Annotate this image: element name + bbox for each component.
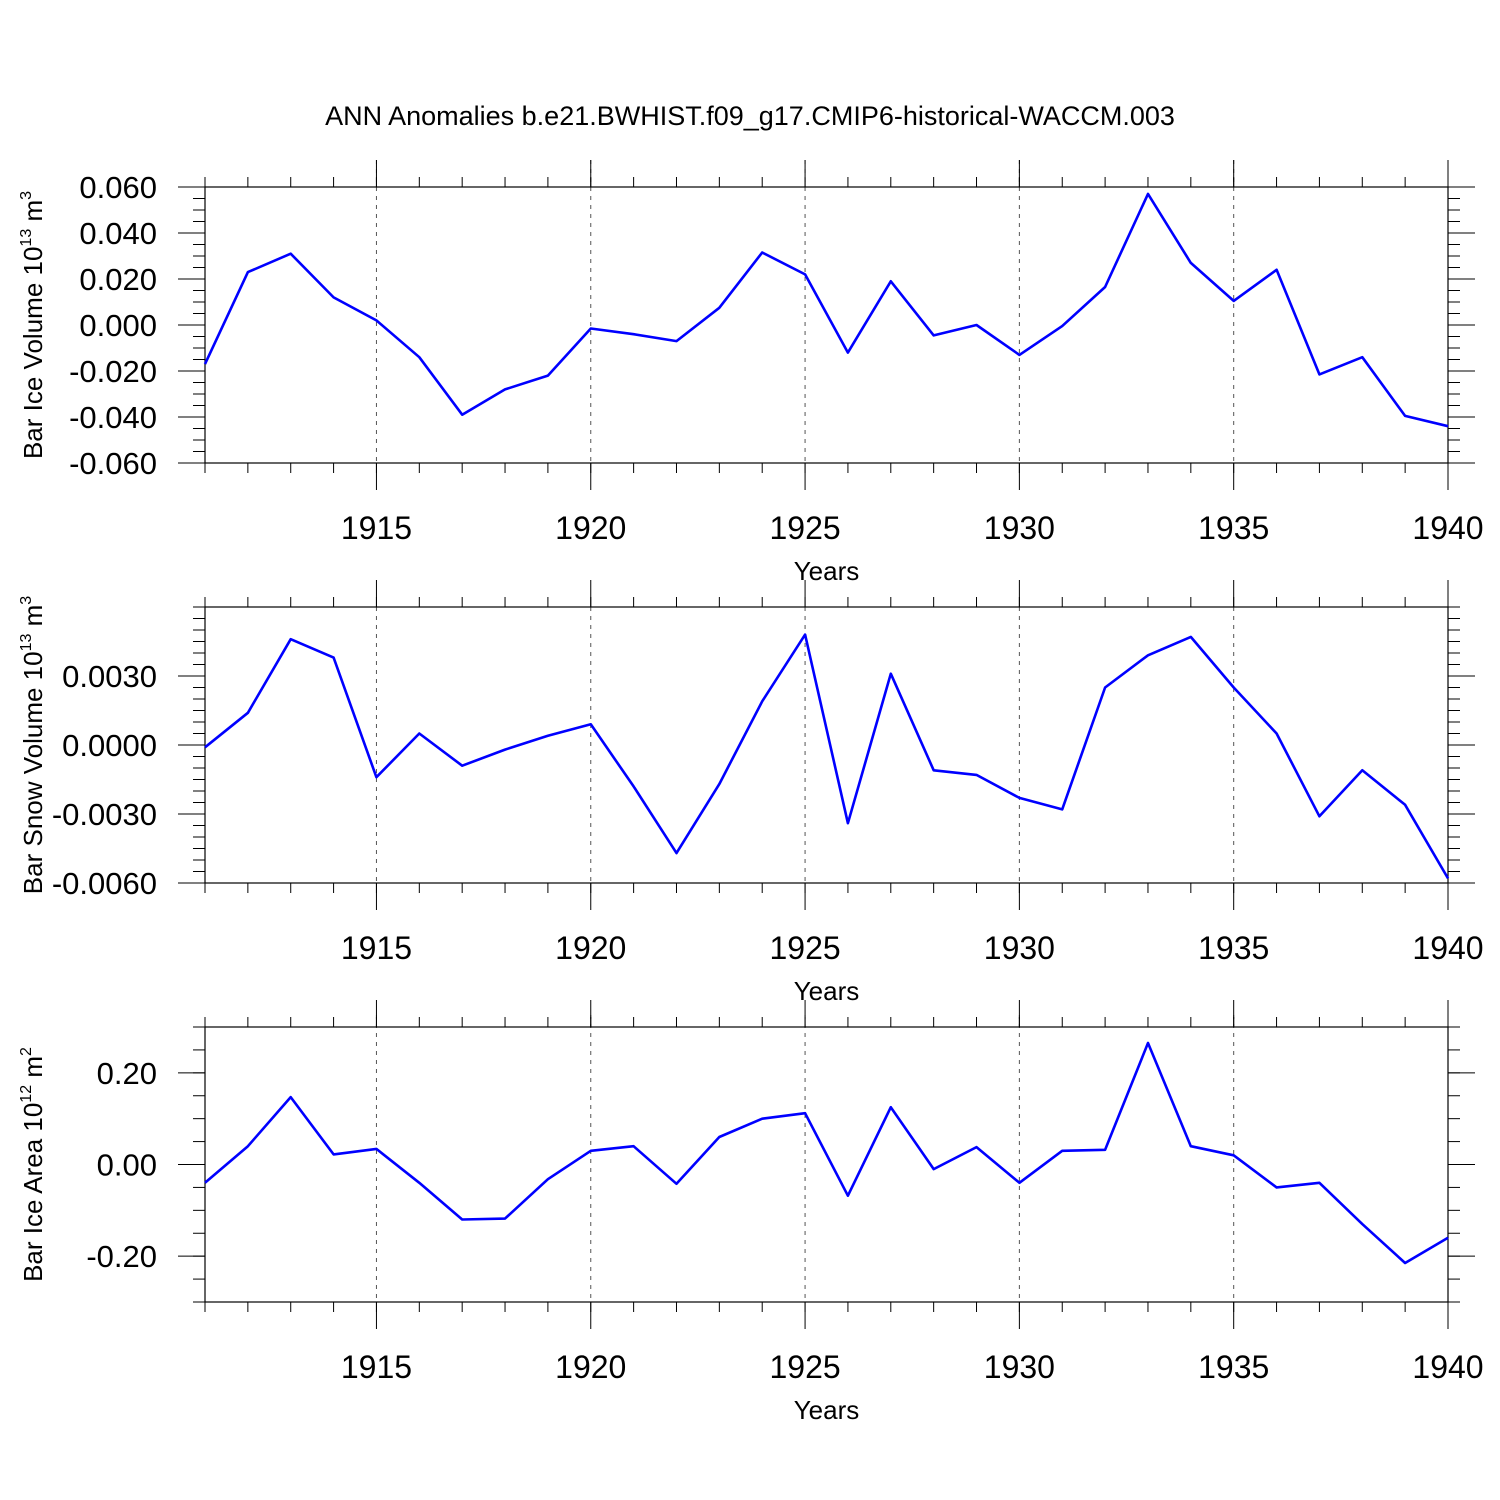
x-tick-label: 1915 — [341, 1349, 412, 1385]
x-tick-label: 1935 — [1198, 1349, 1269, 1385]
y-axis-label: Bar Ice Area 1012 m2 — [18, 1047, 48, 1282]
plot-frame — [204, 186, 1449, 464]
y-tick-label: 0.020 — [79, 262, 157, 297]
y-tick-label: 0.040 — [79, 216, 157, 251]
x-tick-label: 1940 — [1412, 930, 1483, 966]
x-axis-label: Years — [794, 976, 860, 1006]
panel-1: 1915 1920 1925 1930 1935 1940 -0.060 -0.040 -0.0… — [18, 160, 1484, 586]
y-tick-label: 0.000 — [79, 308, 157, 343]
x-tick-label: 1915 — [341, 510, 412, 546]
x-tick-label: 1925 — [769, 930, 840, 966]
y-tick-label: 0.060 — [79, 170, 157, 205]
x-tick-label: 1930 — [984, 930, 1055, 966]
x-tick-label: 1920 — [555, 930, 626, 966]
y-axis-label: Bar Ice Volume 1013 m3 — [18, 191, 48, 459]
series-line — [203, 192, 1449, 428]
y-tick-label: 0.20 — [97, 1056, 157, 1091]
x-tick-label: 1915 — [341, 930, 412, 966]
panel-2: 1915 1920 1925 1930 1935 1940 -0.0060 -0.0030 0.… — [18, 580, 1484, 1006]
x-tick-label: 1940 — [1412, 510, 1483, 546]
y-tick-label: -0.060 — [69, 446, 157, 481]
x-tick-label: 1935 — [1198, 510, 1269, 546]
plot-frame — [204, 1026, 1449, 1303]
figure-title: ANN Anomalies b.e21.BWHIST.f09_g17.CMIP6… — [325, 101, 1175, 131]
x-tick-label: 1930 — [984, 510, 1055, 546]
series-line — [204, 1041, 1449, 1265]
y-tick-label: -0.20 — [86, 1239, 157, 1274]
x-tick-label: 1920 — [555, 1349, 626, 1385]
plot-frame — [204, 606, 1449, 884]
y-tick-label: -0.0030 — [52, 797, 157, 832]
y-tick-label: 0.00 — [97, 1148, 157, 1183]
x-tick-label: 1925 — [769, 510, 840, 546]
y-tick-label: -0.020 — [69, 354, 157, 389]
panel-3: 1915 1920 1925 1930 1935 1940 -0.20 0.00 0.20 Yea… — [18, 1000, 1484, 1425]
y-tick-label: -0.040 — [69, 400, 157, 435]
x-tick-label: 1930 — [984, 1349, 1055, 1385]
series-line — [204, 633, 1450, 880]
x-axis-label: Years — [794, 1395, 860, 1425]
x-tick-label: 1925 — [769, 1349, 840, 1385]
y-axis-label: Bar Snow Volume 1013 m3 — [18, 596, 48, 895]
x-axis-label: Years — [794, 556, 860, 586]
y-tick-label: -0.0060 — [52, 866, 157, 901]
y-tick-label: 0.0000 — [62, 728, 157, 763]
x-tick-label: 1940 — [1412, 1349, 1483, 1385]
x-tick-label: 1935 — [1198, 930, 1269, 966]
x-tick-label: 1920 — [555, 510, 626, 546]
y-tick-label: 0.0030 — [62, 659, 157, 694]
